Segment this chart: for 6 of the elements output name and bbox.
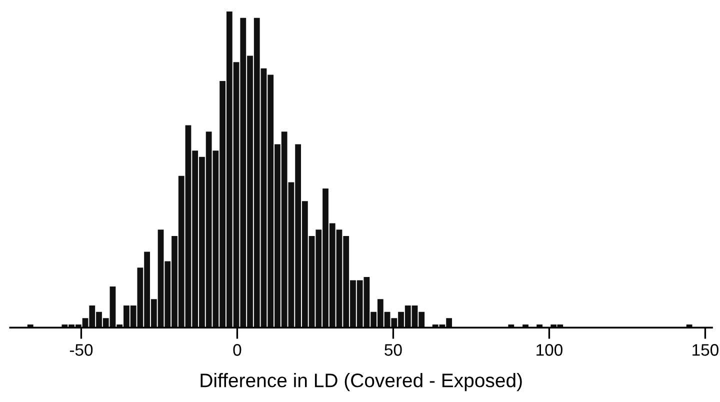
x-tick-label: -50 bbox=[70, 344, 93, 356]
x-axis-title: Difference in LD (Covered - Exposed) bbox=[200, 373, 522, 392]
x-tick-label: 100 bbox=[536, 344, 562, 356]
x-tick-label: 50 bbox=[384, 344, 402, 356]
x-tick-label: 0 bbox=[233, 344, 242, 356]
x-tick-label: 150 bbox=[692, 344, 718, 356]
